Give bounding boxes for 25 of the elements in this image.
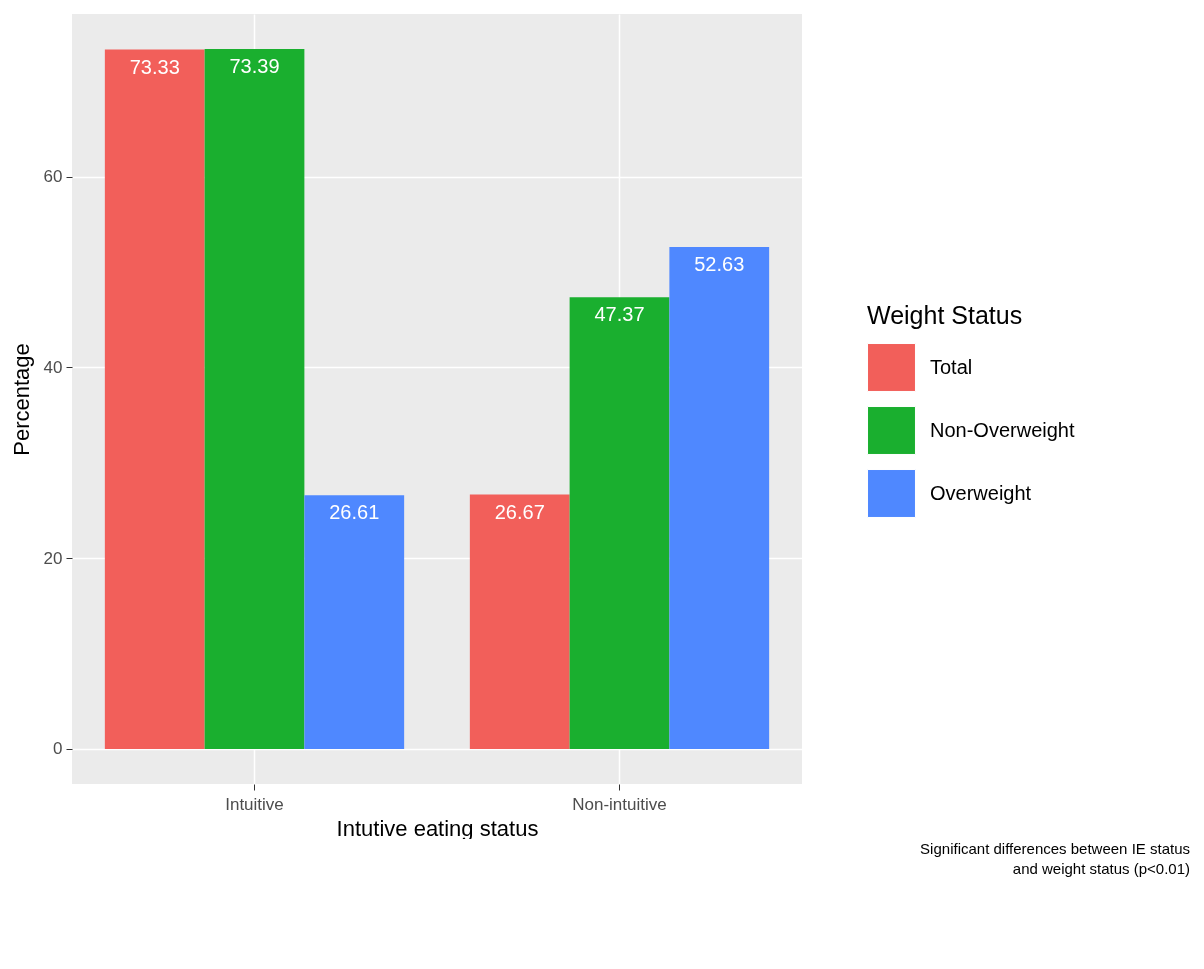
bar	[569, 297, 670, 749]
data-label: 26.61	[329, 501, 380, 524]
bar	[669, 247, 770, 749]
bar	[304, 495, 405, 749]
y-tick-label: 20	[43, 548, 63, 568]
legend-label: Non-Overweight	[930, 418, 1075, 441]
y-tick-label: 0	[53, 739, 63, 759]
x-tick-label: Non-intuitive	[572, 794, 667, 814]
data-label: 73.33	[129, 55, 180, 78]
legend-label: Overweight	[930, 481, 1032, 504]
legend-title: Weight Status	[867, 301, 1023, 329]
data-label: 47.37	[594, 303, 645, 326]
x-tick-label: Intuitive	[225, 794, 284, 814]
y-axis-title: Percentage	[8, 343, 34, 456]
bar	[469, 494, 570, 749]
text: and weight status (p<0.01)	[1011, 859, 1190, 879]
legend-label: Total	[930, 355, 973, 378]
y-tick-label: 40	[43, 357, 63, 377]
bar	[104, 49, 205, 749]
data-label: 52.63	[694, 253, 745, 276]
bar	[204, 49, 305, 749]
data-label: 73.39	[229, 55, 280, 77]
y-tick-label: 60	[43, 167, 63, 187]
data-label: 26.67	[494, 500, 545, 523]
text: Significant differences between IE status	[919, 839, 1190, 859]
